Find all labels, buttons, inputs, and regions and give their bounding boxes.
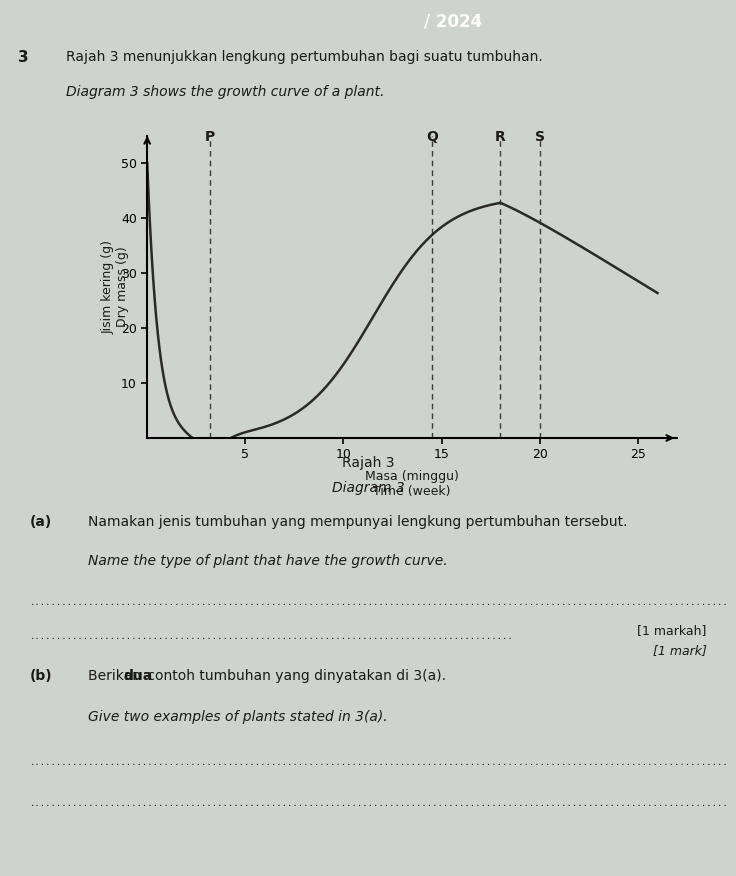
Text: ................................................................................: ........................................…: [29, 758, 728, 767]
Text: ................................................................................: ........................................…: [29, 597, 728, 607]
Text: (b): (b): [29, 669, 52, 683]
Text: 3: 3: [18, 51, 29, 66]
Text: / 2024: / 2024: [423, 12, 482, 31]
Y-axis label: Jisim kering (g)
Dry mass (g): Jisim kering (g) Dry mass (g): [102, 240, 130, 334]
Text: [1 markah]: [1 markah]: [637, 624, 707, 637]
Text: P: P: [205, 130, 215, 144]
Text: Name the type of plant that have the growth curve.: Name the type of plant that have the gro…: [88, 555, 448, 569]
Text: Berikan: Berikan: [88, 669, 146, 683]
Text: Q: Q: [426, 130, 438, 144]
Text: Diagram 3 shows the growth curve of a plant.: Diagram 3 shows the growth curve of a pl…: [66, 86, 385, 99]
Text: R: R: [495, 130, 506, 144]
Text: S: S: [535, 130, 545, 144]
Text: contoh tumbuhan yang dinyatakan di 3(a).: contoh tumbuhan yang dinyatakan di 3(a).: [143, 669, 446, 683]
Text: dua: dua: [124, 669, 153, 683]
Text: (a): (a): [29, 515, 52, 529]
X-axis label: Masa (minggu)
Time (week): Masa (minggu) Time (week): [365, 470, 459, 498]
Text: Namakan jenis tumbuhan yang mempunyai lengkung pertumbuhan tersebut.: Namakan jenis tumbuhan yang mempunyai le…: [88, 515, 628, 529]
Text: ................................................................................: ........................................…: [29, 632, 513, 641]
Text: ................................................................................: ........................................…: [29, 799, 728, 809]
Text: Rajah 3: Rajah 3: [342, 456, 394, 470]
Text: Diagram 3: Diagram 3: [332, 481, 404, 495]
Text: Rajah 3 menunjukkan lengkung pertumbuhan bagi suatu tumbuhan.: Rajah 3 menunjukkan lengkung pertumbuhan…: [66, 51, 543, 65]
Text: Give two examples of plants stated in 3(a).: Give two examples of plants stated in 3(…: [88, 710, 388, 724]
Text: [1 mark]: [1 mark]: [653, 644, 707, 657]
